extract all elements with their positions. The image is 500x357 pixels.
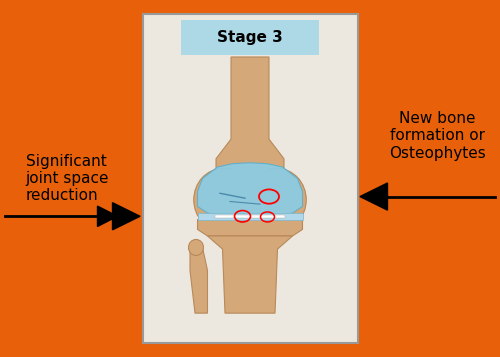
FancyBboxPatch shape: [181, 20, 319, 55]
Ellipse shape: [188, 240, 204, 256]
Polygon shape: [360, 183, 388, 210]
Ellipse shape: [249, 169, 306, 231]
Polygon shape: [198, 163, 302, 217]
Polygon shape: [112, 203, 140, 230]
Polygon shape: [190, 247, 208, 313]
Polygon shape: [98, 206, 117, 226]
Text: Stage 3: Stage 3: [217, 30, 283, 45]
Polygon shape: [198, 220, 302, 236]
FancyBboxPatch shape: [198, 213, 302, 220]
Polygon shape: [216, 57, 284, 169]
Text: New bone
formation or
Osteophytes: New bone formation or Osteophytes: [389, 111, 486, 161]
Text: Significant
joint space
reduction: Significant joint space reduction: [26, 154, 109, 203]
FancyBboxPatch shape: [232, 168, 268, 218]
Polygon shape: [208, 236, 292, 313]
Ellipse shape: [194, 169, 252, 231]
FancyBboxPatch shape: [215, 215, 285, 218]
FancyBboxPatch shape: [142, 14, 358, 343]
